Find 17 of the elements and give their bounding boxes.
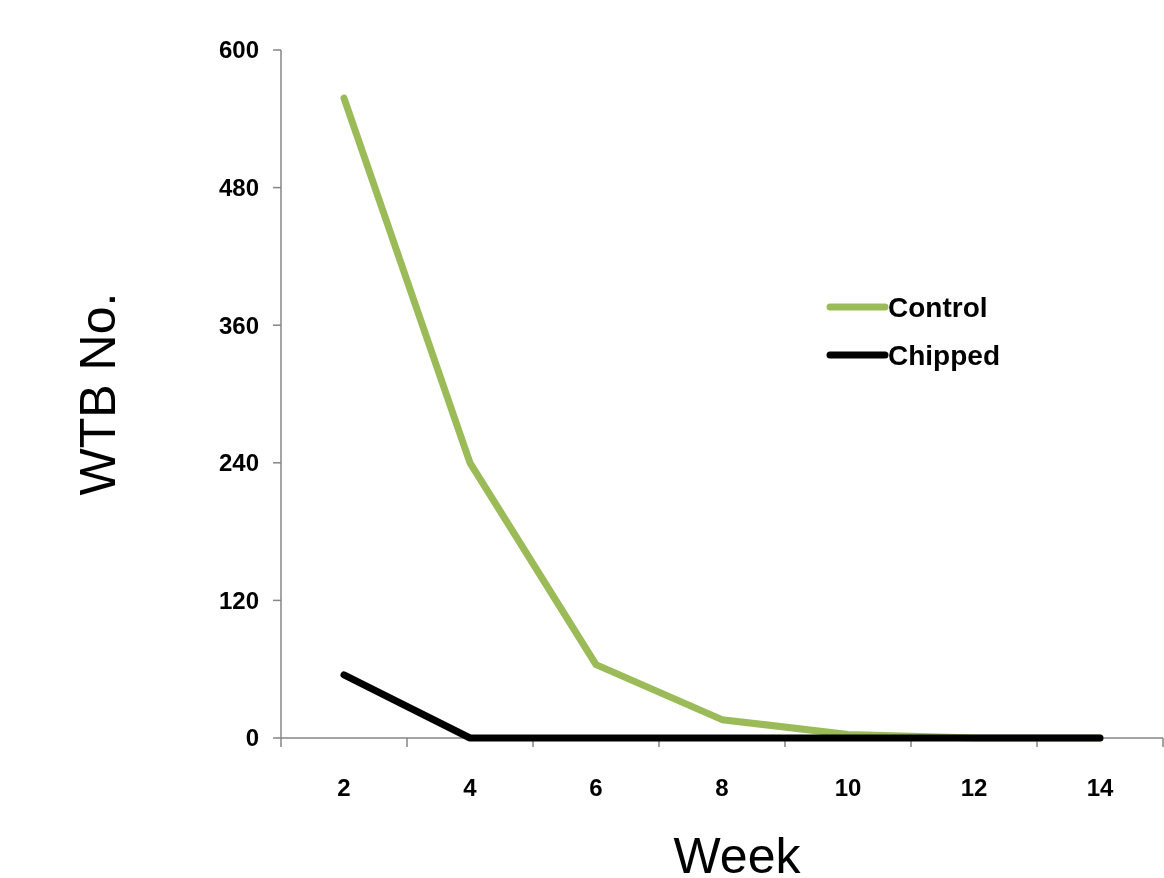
- x-axis-title: Week: [673, 828, 802, 878]
- y-axis-title: WTB No.: [70, 292, 126, 496]
- y-tick-label: 480: [218, 174, 259, 201]
- x-tick-label: 12: [960, 774, 988, 801]
- legend-label: Control: [888, 291, 988, 323]
- x-tick-label: 2: [337, 774, 351, 801]
- y-tick-label: 360: [218, 311, 259, 339]
- x-tick-label: 10: [834, 774, 862, 801]
- x-tick-label: 4: [463, 774, 478, 801]
- x-tick-label: 8: [715, 774, 729, 801]
- legend-label: Chipped: [888, 339, 1000, 371]
- x-tick-label: 6: [589, 774, 603, 801]
- y-tick-label: 0: [245, 724, 259, 752]
- y-tick-label: 240: [218, 449, 259, 477]
- y-tick-label: 600: [218, 36, 259, 64]
- x-tick-label: 14: [1086, 774, 1114, 801]
- y-tick-label: 120: [218, 586, 259, 614]
